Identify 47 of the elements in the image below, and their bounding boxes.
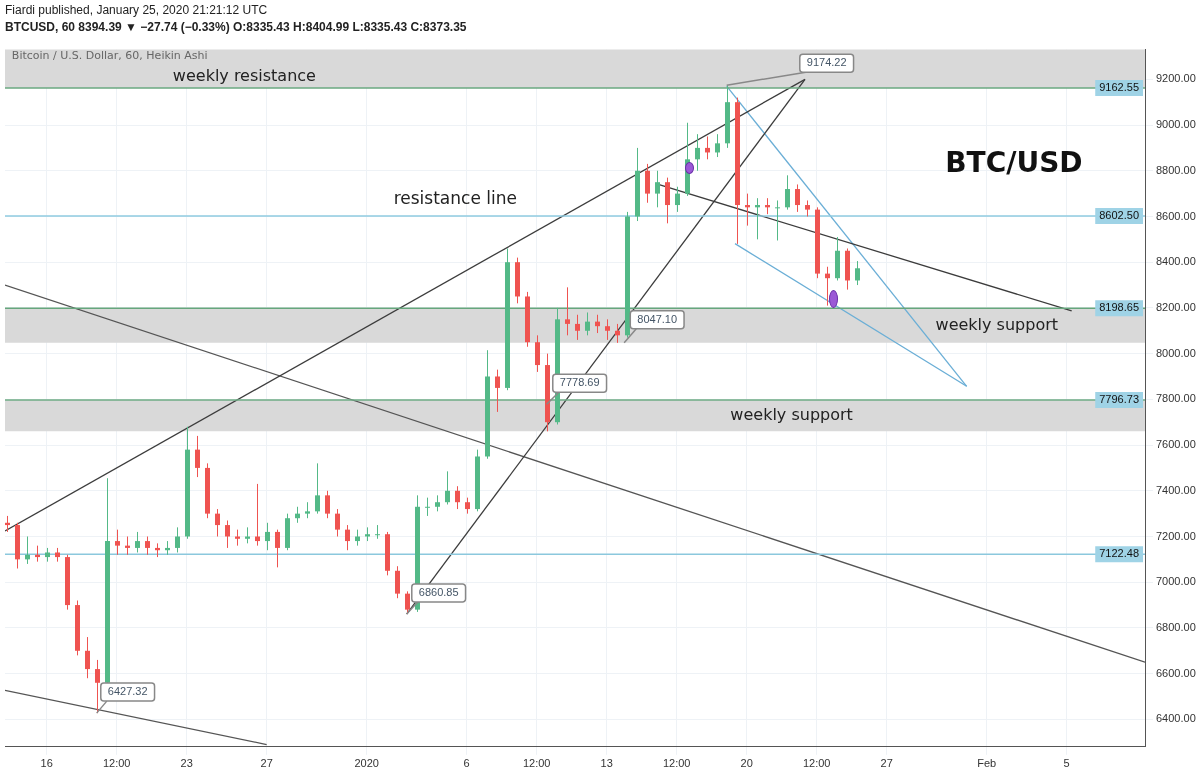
y-tick-label: 8400.00 xyxy=(1156,255,1196,268)
y-tick-label: 8800.00 xyxy=(1156,163,1196,176)
y-tick-label: 9200.00 xyxy=(1156,72,1196,85)
ref-line-label: 7122.48 xyxy=(1099,547,1139,560)
annotation: Bitcoin / U.S. Dollar, 60, Heikin Ashi xyxy=(11,49,208,63)
x-tick-label: 27 xyxy=(260,757,273,770)
y-tick-label: 8000.00 xyxy=(1156,346,1196,359)
x-tick-label: 12:00 xyxy=(662,757,691,770)
y-tick-label: 8200.00 xyxy=(1156,300,1196,313)
x-tick-label: 27 xyxy=(880,757,893,770)
y-tick-label: 7800.00 xyxy=(1156,392,1196,405)
ref-line-label: 9162.55 xyxy=(1099,80,1139,93)
x-tick-label: 12:00 xyxy=(802,757,831,770)
annotation: resistance line xyxy=(393,187,517,208)
annotation: 9174.22 xyxy=(806,56,847,69)
ref-line-label: 8198.65 xyxy=(1099,301,1139,314)
chart-subtitle: BTCUSD, 60 8394.39 ▼ −27.74 (−0.33%) O:8335.43 H:8404.99 L:8335.43 C:8373.35 xyxy=(5,20,467,34)
y-tick-label: 6600.00 xyxy=(1156,666,1196,679)
y-tick-label: 7400.00 xyxy=(1156,483,1196,496)
annotation: BTC/USD xyxy=(945,145,1083,179)
y-tick-label: 8600.00 xyxy=(1156,209,1196,222)
ref-line-label: 7796.73 xyxy=(1099,393,1139,406)
y-tick-label: 7600.00 xyxy=(1156,438,1196,451)
y-tick-label: 7000.00 xyxy=(1156,575,1196,588)
x-tick-label: 5 xyxy=(1063,757,1070,770)
y-tick-label: 6400.00 xyxy=(1156,712,1196,725)
x-tick-label: Feb xyxy=(977,757,997,770)
chart-title: Fiardi published, January 25, 2020 21:21:12 UTC xyxy=(5,3,268,17)
x-tick-label: 12:00 xyxy=(102,757,131,770)
band-label: weekly support xyxy=(935,314,1059,334)
annotation: 8047.10 xyxy=(637,312,678,325)
x-tick-label: 6 xyxy=(463,757,470,770)
y-tick-label: 9000.00 xyxy=(1156,118,1196,131)
x-tick-label: 16 xyxy=(40,757,53,770)
x-tick-label: 12:00 xyxy=(522,757,551,770)
x-tick-label: 13 xyxy=(600,757,613,770)
band-label: weekly resistance xyxy=(172,66,316,86)
x-tick-label: 20 xyxy=(740,757,753,770)
band-label: weekly support xyxy=(730,404,853,424)
x-tick-label: 23 xyxy=(180,757,193,770)
y-tick-label: 6800.00 xyxy=(1156,620,1196,633)
y-tick-label: 7200.00 xyxy=(1156,529,1196,542)
x-tick-label: 2020 xyxy=(354,757,379,770)
ref-line-label: 8602.50 xyxy=(1099,208,1139,221)
annotation: 6427.32 xyxy=(107,685,148,698)
annotation: 6860.85 xyxy=(418,586,459,599)
annotation: 7778.69 xyxy=(559,376,600,389)
